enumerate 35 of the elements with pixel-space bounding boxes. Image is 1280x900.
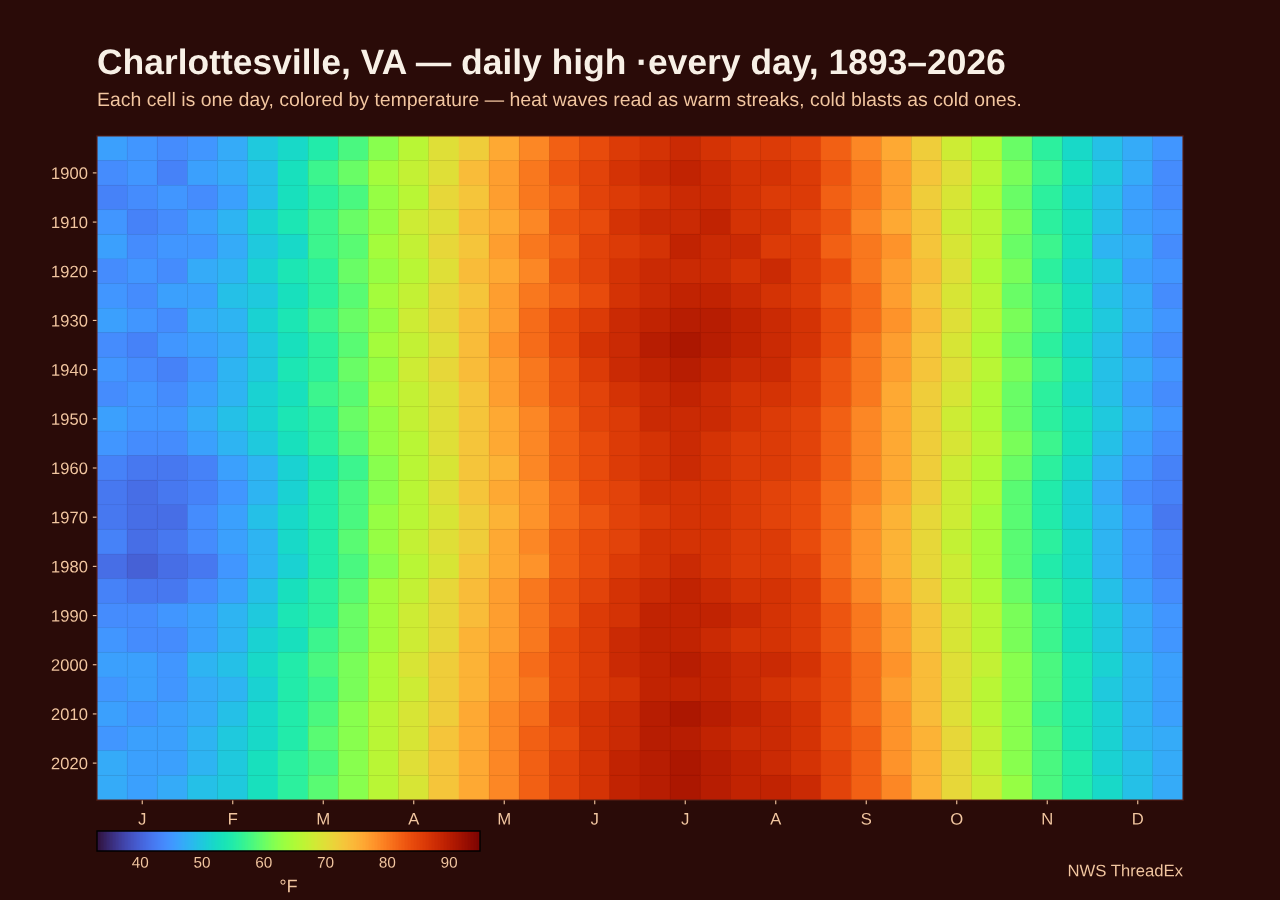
x-tick-label: A [408,813,420,825]
x-tick-label: N [1042,813,1052,825]
y-tick-label: 1950 [52,413,88,426]
color-bar-label: 70 [317,856,334,868]
chart-subtitle: Each cell is one day, colored by temperature — heat waves read as warm streaks, cold blasts as cold ones. [98,91,1021,111]
y-tick-label: 1960 [52,462,88,475]
y-tick-label: 2010 [51,708,88,721]
color-bar-title: °F [280,879,297,893]
y-tick-label: 1970 [52,511,88,524]
x-tick-label: A [770,813,782,825]
chart-title: Charlottesville, VA — daily high ·every day, 1893–2026 [98,48,1005,82]
color-bar-label: 80 [379,856,396,868]
y-tick-label: 1920 [52,265,88,278]
color-bar-label: 90 [441,856,458,868]
y-tick-label: 1980 [52,560,88,573]
y-tick-label: 1930 [52,314,88,327]
y-tick-label: 1990 [52,609,88,622]
x-tick-label: S [861,812,872,825]
y-tick-label: 2000 [51,659,88,671]
x-tick-label: J [138,813,146,825]
x-tick-label: M [317,813,329,825]
x-tick-label: J [681,813,689,825]
y-tick-label: 1940 [52,364,88,376]
x-tick-label: M [498,813,510,825]
y-tick-label: 2020 [51,757,88,770]
x-tick-label: D [1133,813,1143,825]
x-tick-label: O [951,812,963,825]
y-tick-label: 1900 [52,167,88,180]
y-tick-label: 1910 [52,216,88,229]
x-tick-label: F [229,813,238,825]
text: NWS ThreadEx [1068,864,1183,877]
x-tick-label: J [590,813,598,825]
color-bar-label: 50 [194,856,210,868]
color-bar-label: 40 [132,856,149,868]
color-bar-label: 60 [256,856,272,868]
